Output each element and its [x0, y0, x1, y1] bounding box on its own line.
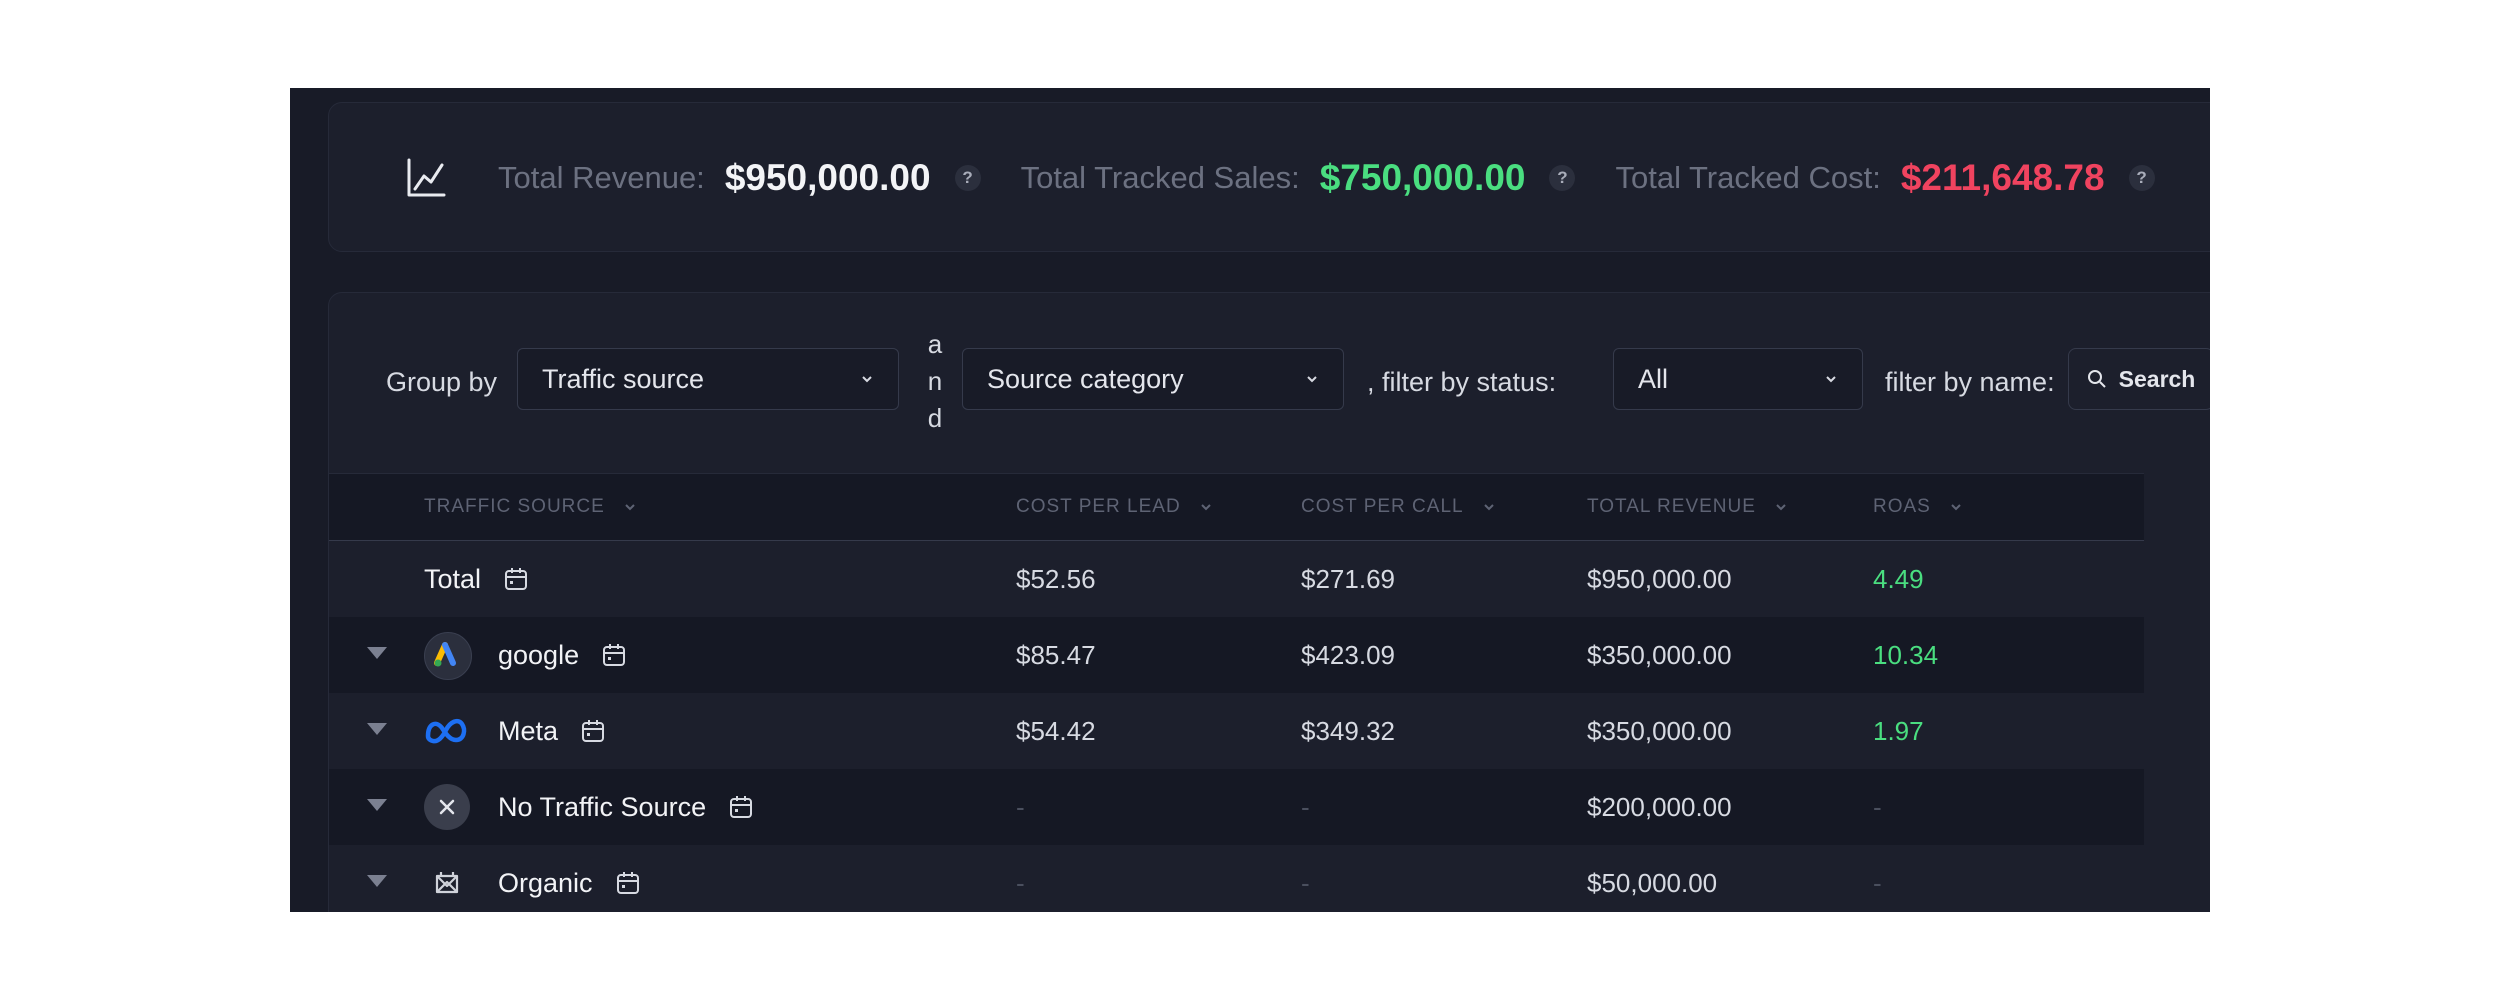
search-icon [2087, 370, 2106, 388]
cost-per-lead-cell: $85.47 [1016, 639, 1096, 670]
tracked-cost-value: $211,648.78 [1900, 157, 2105, 198]
group-by-label: Group by [386, 367, 498, 397]
expand-caret-icon[interactable] [367, 647, 387, 659]
group-by-select[interactable]: Traffic source [517, 348, 899, 410]
expand-caret-icon[interactable] [367, 875, 387, 887]
sort-chevron-icon [1200, 504, 1211, 511]
search-button[interactable]: Search [2068, 348, 2210, 410]
table-row[interactable]: No Traffic Source - - $200,000.00 - [329, 769, 2144, 845]
search-button-label: Search [2118, 365, 2196, 392]
column-header-traffic-source[interactable]: TRAFFIC SOURCE [424, 474, 637, 540]
help-icon[interactable]: ? [954, 165, 981, 191]
tracked-sales-value: $750,000.00 [1319, 157, 1526, 198]
roas-cell: - [1873, 791, 1882, 822]
roas-cell: 10.34 [1873, 639, 1939, 670]
table-row[interactable]: Meta $54.42 $349.32 $350,000.00 1.97 [329, 693, 2144, 769]
roas-cell: - [1873, 867, 1882, 898]
sort-chevron-icon [625, 504, 635, 511]
total-revenue-cell: $200,000.00 [1587, 791, 1732, 822]
status-select[interactable]: All [1613, 348, 1863, 410]
calendar-icon[interactable] [580, 718, 606, 744]
total-revenue-label: Total Revenue: [498, 160, 705, 195]
help-icon[interactable]: ? [2128, 165, 2155, 191]
status-filter-label: , filter by status: [1367, 367, 1557, 397]
calendar-icon[interactable] [615, 870, 641, 896]
cost-per-call-cell: - [1301, 791, 1310, 822]
chevron-down-icon [1307, 376, 1317, 383]
tracked-sales-label: Total Tracked Sales: [1020, 160, 1300, 195]
traffic-source-table: TRAFFIC SOURCE COST PER LEAD COST PER CA… [329, 473, 2144, 912]
name-filter-label: filter by name: [1885, 367, 2055, 397]
column-header-cost-per-call[interactable]: COST PER CALL [1301, 474, 1496, 540]
close-icon [424, 784, 470, 830]
column-header-roas[interactable]: ROAS [1873, 474, 1963, 540]
tracked-cost-label: Total Tracked Cost: [1615, 160, 1881, 195]
total-row: Total $52.56 $271.69 $950,000.00 4.49 [329, 541, 2144, 617]
column-header-cost-per-lead[interactable]: COST PER LEAD [1016, 474, 1213, 540]
calendar-icon[interactable] [503, 566, 529, 592]
cost-per-call-cell: $271.69 [1301, 563, 1395, 594]
cost-per-lead-cell: - [1016, 791, 1025, 822]
total-revenue-cell: $950,000.00 [1587, 563, 1732, 594]
column-header-total-revenue[interactable]: TOTAL REVENUE [1587, 474, 1788, 540]
google-ads-icon [424, 632, 472, 680]
chevron-down-icon [1826, 376, 1836, 383]
cost-per-call-cell: - [1301, 867, 1310, 898]
sort-chevron-icon [1776, 504, 1786, 511]
expand-caret-icon[interactable] [367, 799, 387, 811]
total-revenue-cell: $350,000.00 [1587, 639, 1732, 670]
table-row[interactable]: google $85.47 $423.09 $350,000.00 10.34 [329, 617, 2144, 693]
source-name-cell: No Traffic Source [498, 769, 754, 845]
cost-per-call-cell: $349.32 [1301, 715, 1395, 746]
cost-per-call-cell: $423.09 [1301, 639, 1395, 670]
expand-caret-icon[interactable] [367, 723, 387, 735]
total-name-cell: Total [424, 541, 529, 617]
table-header: TRAFFIC SOURCE COST PER LEAD COST PER CA… [329, 473, 2144, 541]
total-revenue-value: $950,000.00 [724, 157, 931, 198]
dashboard-window: Total Revenue: $950,000.00 ? Total Track… [290, 88, 2210, 912]
group-by-value: Traffic source [542, 363, 705, 394]
source-name-cell: Meta [498, 693, 606, 769]
second-group-value: Source category [987, 363, 1184, 394]
total-revenue-cell: $50,000.00 [1587, 867, 1718, 898]
cost-per-lead-cell: $54.42 [1016, 715, 1096, 746]
roas-cell: 1.97 [1873, 715, 1924, 746]
calendar-icon[interactable] [728, 794, 754, 820]
roas-cell: 4.49 [1873, 563, 1924, 594]
status-value: All [1638, 363, 1669, 394]
total-revenue-cell: $350,000.00 [1587, 715, 1732, 746]
calendar-icon[interactable] [601, 642, 627, 668]
source-name-cell: google [498, 617, 627, 693]
help-icon[interactable]: ? [1549, 165, 1576, 191]
line-chart-icon [404, 155, 450, 201]
table-row[interactable]: Organic - - $50,000.00 - [329, 845, 2144, 912]
sort-chevron-icon [1483, 504, 1494, 511]
cost-per-lead-cell: - [1016, 867, 1025, 898]
cost-per-lead-cell: $52.56 [1016, 563, 1096, 594]
source-name-cell: Organic [498, 845, 641, 912]
second-group-select[interactable]: Source category [962, 348, 1344, 410]
organic-icon [424, 860, 470, 906]
chevron-down-icon [862, 376, 872, 383]
meta-icon [424, 708, 470, 754]
totals-panel: Total Revenue: $950,000.00 ? Total Track… [328, 102, 2210, 252]
sort-chevron-icon [1951, 504, 1961, 511]
